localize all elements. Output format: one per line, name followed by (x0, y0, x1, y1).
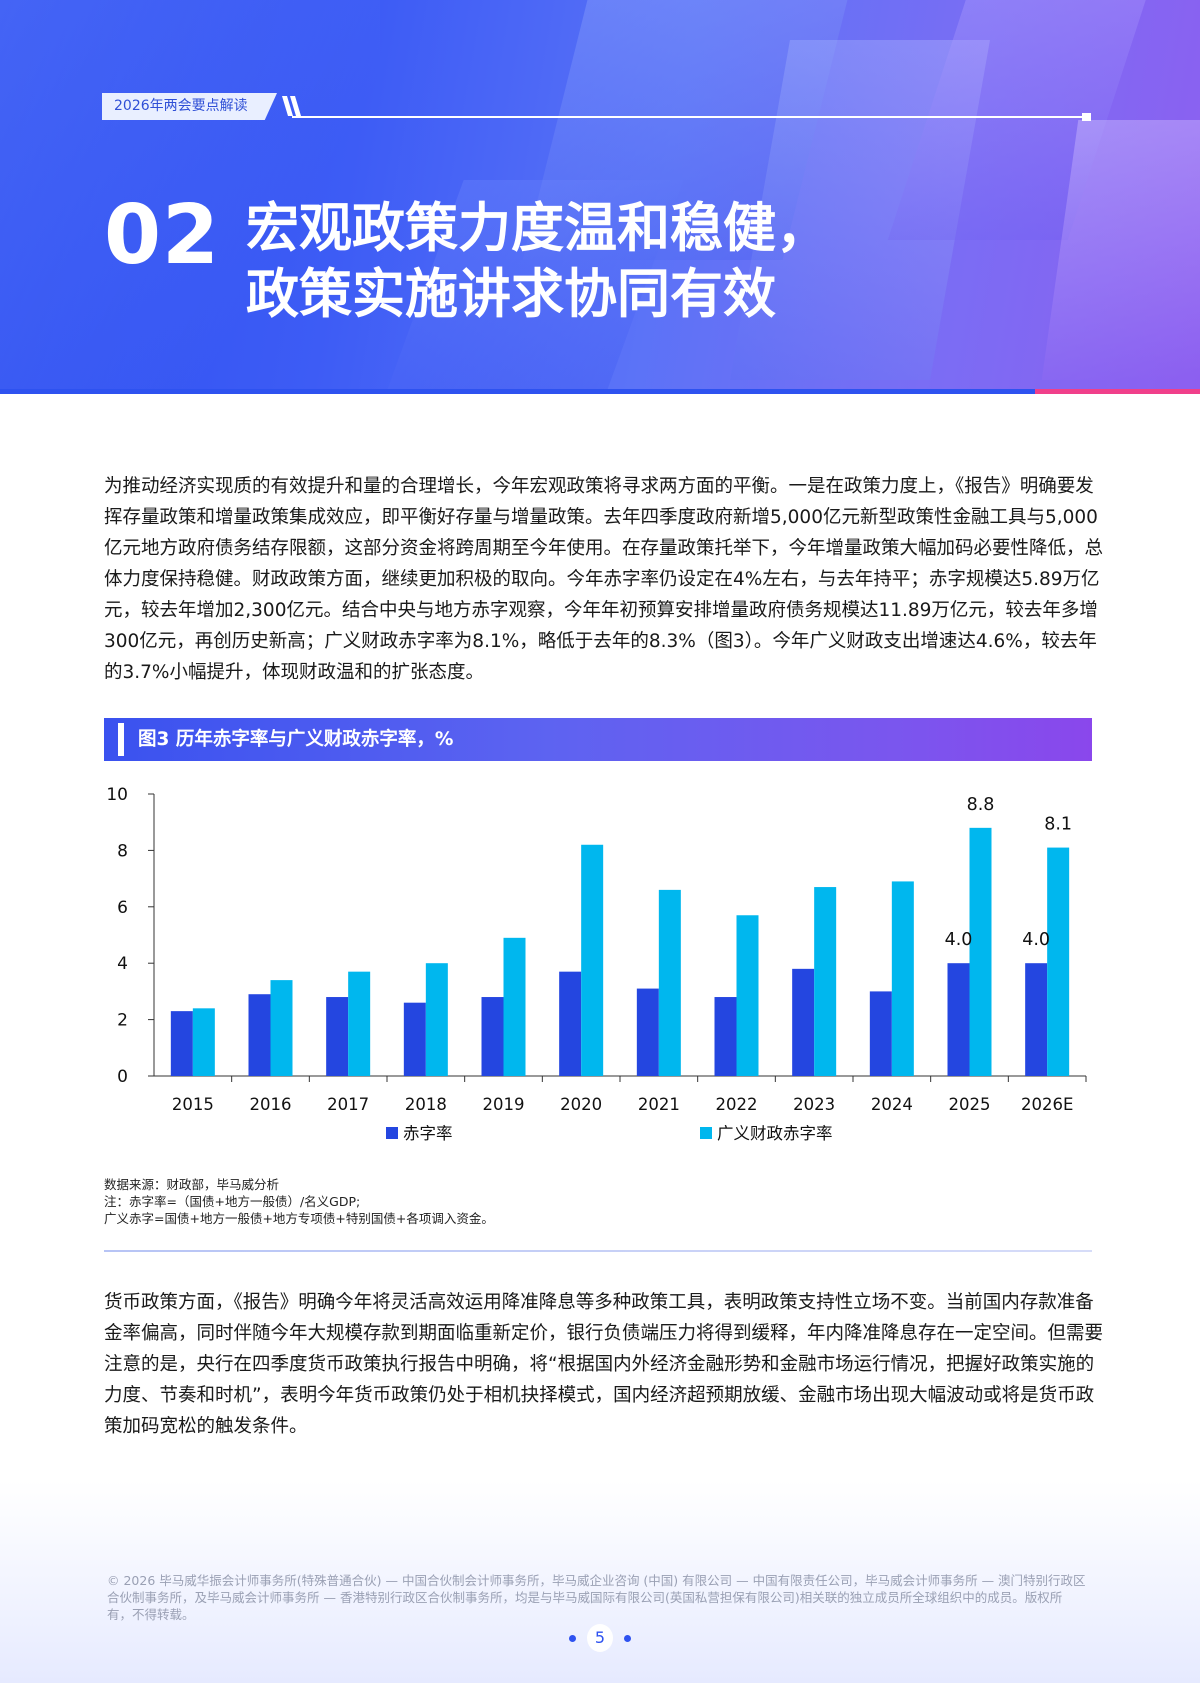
header-banner: 2026年两会要点解读 02 宏观政策力度温和稳健， 政策实施讲求协同有效 (0, 0, 1200, 394)
data-label: 8.8 (967, 795, 995, 815)
report-tag: 2026年两会要点解读 (102, 93, 277, 120)
bar-broad-deficit-rate (581, 844, 604, 1076)
bar-deficit-rate (636, 988, 659, 1076)
bar-broad-deficit-rate (658, 889, 681, 1076)
x-tick-label: 2022 (716, 1095, 758, 1114)
figure-title-bar: 图3 历年赤字率与广义财政赤字率，% (104, 718, 1092, 761)
y-tick-label: 10 (106, 785, 128, 805)
bar-broad-deficit-rate (503, 937, 526, 1076)
x-tick-label: 2026E (1021, 1095, 1073, 1114)
page-dot (624, 1635, 631, 1642)
legend-swatch (700, 1127, 712, 1139)
bar-deficit-rate (326, 997, 349, 1076)
x-tick-label: 2023 (793, 1095, 835, 1114)
section-title-line2: 政策实施讲求协同有效 (246, 264, 776, 325)
section-divider (104, 1250, 1092, 1252)
copyright-notice: © 2026 毕马威华振会计师事务所(特殊普通合伙) — 中国合伙制会计师事务所… (107, 1573, 1086, 1622)
y-tick-label: 6 (117, 898, 128, 918)
bar-broad-deficit-rate (814, 887, 837, 1076)
bar-broad-deficit-rate (270, 980, 293, 1076)
data-label: 4.0 (1022, 930, 1050, 950)
body-paragraph-fiscal: 为推动经济实现质的有效提升和量的合理增长，今年宏观政策将寻求两方面的平衡。一是在… (104, 476, 1104, 683)
page-dot (569, 1635, 576, 1642)
bar-broad-deficit-rate (425, 963, 448, 1076)
page-number: 5 (587, 1624, 613, 1652)
bar-deficit-rate (481, 997, 504, 1076)
x-tick-label: 2018 (405, 1095, 447, 1114)
x-tick-label: 2025 (949, 1095, 991, 1114)
figure-notes: 数据来源：财政部，毕马威分析 注：赤字率=（国债+地方一般债）/名义GDP; 广… (104, 1176, 494, 1227)
y-tick-label: 4 (117, 954, 128, 974)
body-paragraph-monetary: 货币政策方面，《报告》明确今年将灵活高效运用降准降息等多种政策工具，表明政策支持… (104, 1292, 1104, 1437)
y-tick-label: 0 (117, 1067, 128, 1087)
x-tick-label: 2016 (250, 1095, 292, 1114)
figure-source: 数据来源：财政部，毕马威分析 (104, 1177, 280, 1192)
bar-broad-deficit-rate (192, 1008, 215, 1076)
stripes-icon (282, 96, 301, 116)
y-tick-label: 8 (117, 841, 128, 861)
x-tick-label: 2019 (483, 1095, 525, 1114)
page-indicator: 5 (565, 1624, 635, 1652)
x-tick-label: 2021 (638, 1095, 680, 1114)
bar-deficit-rate (792, 968, 815, 1076)
bar-deficit-rate (947, 963, 970, 1076)
legend-swatch (386, 1127, 398, 1139)
header-rule-end (1082, 113, 1091, 121)
bar-deficit-rate (248, 994, 271, 1076)
bar-broad-deficit-rate (891, 881, 914, 1076)
bar-broad-deficit-rate (1047, 847, 1070, 1076)
figure-title: 图3 历年赤字率与广义财政赤字率，% (138, 729, 454, 750)
data-label: 8.1 (1044, 815, 1072, 835)
y-tick-label: 2 (117, 1011, 128, 1031)
bar-deficit-rate (170, 1011, 193, 1076)
bar-broad-deficit-rate (969, 827, 992, 1076)
banner-bottom-accent (1035, 389, 1200, 394)
x-tick-label: 2020 (560, 1095, 602, 1114)
bar-deficit-rate (1025, 963, 1048, 1076)
section-title: 宏观政策力度温和稳健， 政策实施讲求协同有效 (246, 196, 829, 328)
section-title-line1: 宏观政策力度温和稳健， (246, 198, 829, 259)
data-label: 4.0 (945, 930, 973, 950)
figure-note: 广义赤字=国债+地方一般债+地方专项债+特别国债+各项调入资金。 (104, 1211, 494, 1226)
banner-bottom-bar (0, 389, 1035, 394)
bar-broad-deficit-rate (348, 971, 371, 1076)
x-tick-label: 2015 (172, 1095, 214, 1114)
bar-deficit-rate (714, 997, 737, 1076)
bar-deficit-rate (869, 991, 892, 1076)
x-tick-label: 2017 (327, 1095, 369, 1114)
x-tick-label: 2024 (871, 1095, 913, 1114)
figure-title-marker (118, 723, 124, 756)
deficit-rate-chart: 0 2 4 6 8 10 2015 2016 2017 2018 2019 2020 2021 2022 2… (106, 785, 1087, 1143)
figure-note: 注：赤字率=（国债+地方一般债）/名义GDP; (104, 1194, 361, 1209)
bar-broad-deficit-rate (736, 915, 759, 1076)
legend-label: 赤字率 (403, 1124, 453, 1143)
banner-decoration (0, 0, 380, 394)
header-rule (292, 116, 1088, 118)
legend-label: 广义财政赤字率 (717, 1124, 833, 1143)
bar-deficit-rate (403, 1002, 426, 1076)
section-number: 02 (104, 188, 221, 283)
bar-deficit-rate (559, 971, 582, 1076)
